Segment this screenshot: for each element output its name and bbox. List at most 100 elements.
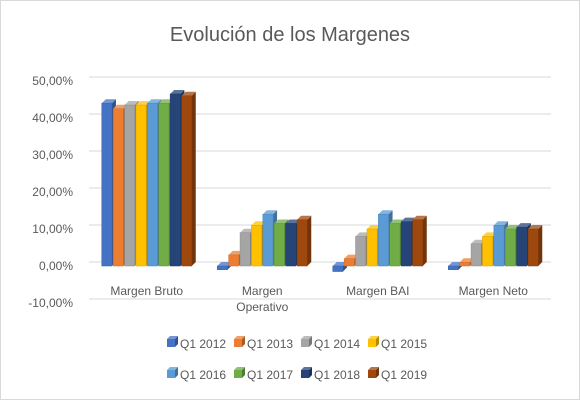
y-tick-label: 10,00%	[32, 222, 73, 236]
category-label: Margen Neto	[459, 284, 529, 298]
bar-front	[355, 236, 366, 267]
bar-top	[113, 104, 128, 109]
chart-title: Evolución de los Margenes	[170, 24, 410, 46]
bar-front	[389, 223, 401, 267]
legend-swatch-side	[376, 336, 379, 347]
bar-front	[332, 265, 344, 272]
bar-top	[505, 225, 520, 229]
legend-item: Q1 2013	[234, 336, 293, 351]
legend-swatch-top	[368, 336, 379, 339]
legend-label: Q1 2016	[180, 368, 226, 382]
bar-front	[459, 262, 471, 267]
legend-swatch	[368, 339, 376, 347]
y-tick-label: 20,00%	[32, 185, 73, 199]
bar-top	[412, 215, 427, 220]
legend-swatch	[167, 370, 175, 378]
bar-top	[389, 219, 404, 224]
bar-top	[528, 225, 543, 229]
bar-side	[538, 225, 543, 266]
bar-side	[422, 215, 427, 266]
bar-front	[366, 228, 378, 267]
bar-top	[482, 232, 497, 237]
bar-top	[274, 219, 289, 224]
legend-swatch-top	[167, 336, 178, 339]
y-tick-label: 50,00%	[32, 74, 73, 88]
legend-item: Q1 2016	[167, 367, 226, 382]
y-axis-ticks: -10,00% 0,00% 10,00% 20,00% 30,00% 40,00% 50,0…	[28, 74, 73, 310]
legend-label: Q1 2012	[180, 337, 226, 351]
bar-top	[181, 91, 196, 96]
legend-swatch-side	[376, 367, 379, 378]
legend-label: Q1 2017	[247, 368, 293, 382]
legend-swatch-top	[167, 367, 178, 370]
bar-front	[101, 102, 113, 267]
bar-front	[274, 223, 285, 267]
bar-top	[401, 217, 416, 222]
y-tick-label: 30,00%	[32, 148, 73, 162]
bar-front	[181, 95, 193, 267]
bar-front	[251, 225, 262, 267]
category-label: Margen Operativo	[236, 284, 288, 314]
bar-top	[124, 101, 139, 106]
bar-front	[158, 102, 170, 267]
legend-item: Q1 2017	[234, 367, 293, 382]
legend-item: Q1 2019	[368, 367, 427, 382]
bar-top	[251, 221, 266, 226]
legend: Q1 2012 Q1 2013 Q1 2014 Q1 2015 Q1 2016 Q1 20…	[167, 336, 427, 382]
bar-front	[448, 265, 459, 270]
bar-front	[285, 223, 297, 267]
legend-label: Q1 2014	[314, 337, 360, 351]
legend-swatch	[368, 370, 376, 378]
legend-item: Q1 2014	[301, 336, 360, 351]
bar-top	[285, 219, 300, 224]
legend-swatch	[167, 339, 175, 347]
bar-top	[344, 254, 359, 259]
bar-top	[355, 232, 370, 237]
bar-q1-2019-1	[296, 215, 312, 267]
bar-q1-2019-0	[181, 91, 196, 267]
bar-front	[527, 228, 539, 267]
legend-swatch-side	[309, 336, 312, 347]
legend-swatch-top	[301, 336, 312, 339]
legend-swatch-side	[242, 336, 245, 347]
legend-label: Q1 2019	[381, 368, 427, 382]
category-labels: Margen Bruto Margen Operativo Margen BAI Mar…	[110, 284, 528, 314]
legend-swatch	[234, 339, 242, 347]
bar-top	[135, 101, 151, 106]
bar-front	[112, 108, 124, 267]
bar-front	[412, 219, 423, 267]
bar-top	[147, 99, 162, 104]
bar-front	[482, 236, 493, 267]
legend-label: Q1 2013	[247, 337, 293, 351]
legend-swatch	[301, 339, 309, 347]
legend-swatch-side	[309, 367, 312, 378]
bar-top	[516, 223, 531, 228]
legend-item: Q1 2018	[301, 367, 360, 382]
legend-swatch-side	[175, 336, 178, 347]
bar-front	[169, 93, 181, 267]
bar-front	[400, 221, 412, 267]
legend-swatch-side	[242, 367, 245, 378]
legend-item: Q1 2015	[368, 336, 427, 351]
bar-top	[459, 258, 474, 263]
bar-top	[297, 215, 312, 220]
legend-swatch-top	[234, 336, 245, 339]
bar-front	[378, 213, 389, 267]
y-tick-label: 0,00%	[39, 259, 73, 273]
bar-front	[262, 213, 274, 267]
bar-front	[493, 225, 505, 267]
legend-swatch-top	[301, 367, 312, 370]
bar-side	[191, 91, 196, 266]
bar-front	[217, 265, 228, 270]
bar-top	[101, 99, 116, 104]
bar-front	[296, 219, 308, 267]
bar-front	[239, 232, 251, 267]
bar-front	[343, 258, 355, 267]
category-label: Margen BAI	[346, 284, 409, 298]
bar-top	[158, 99, 173, 104]
bar-q1-2019-2	[412, 215, 427, 267]
legend-swatch-top	[368, 367, 379, 370]
legend-label: Q1 2018	[314, 368, 360, 382]
